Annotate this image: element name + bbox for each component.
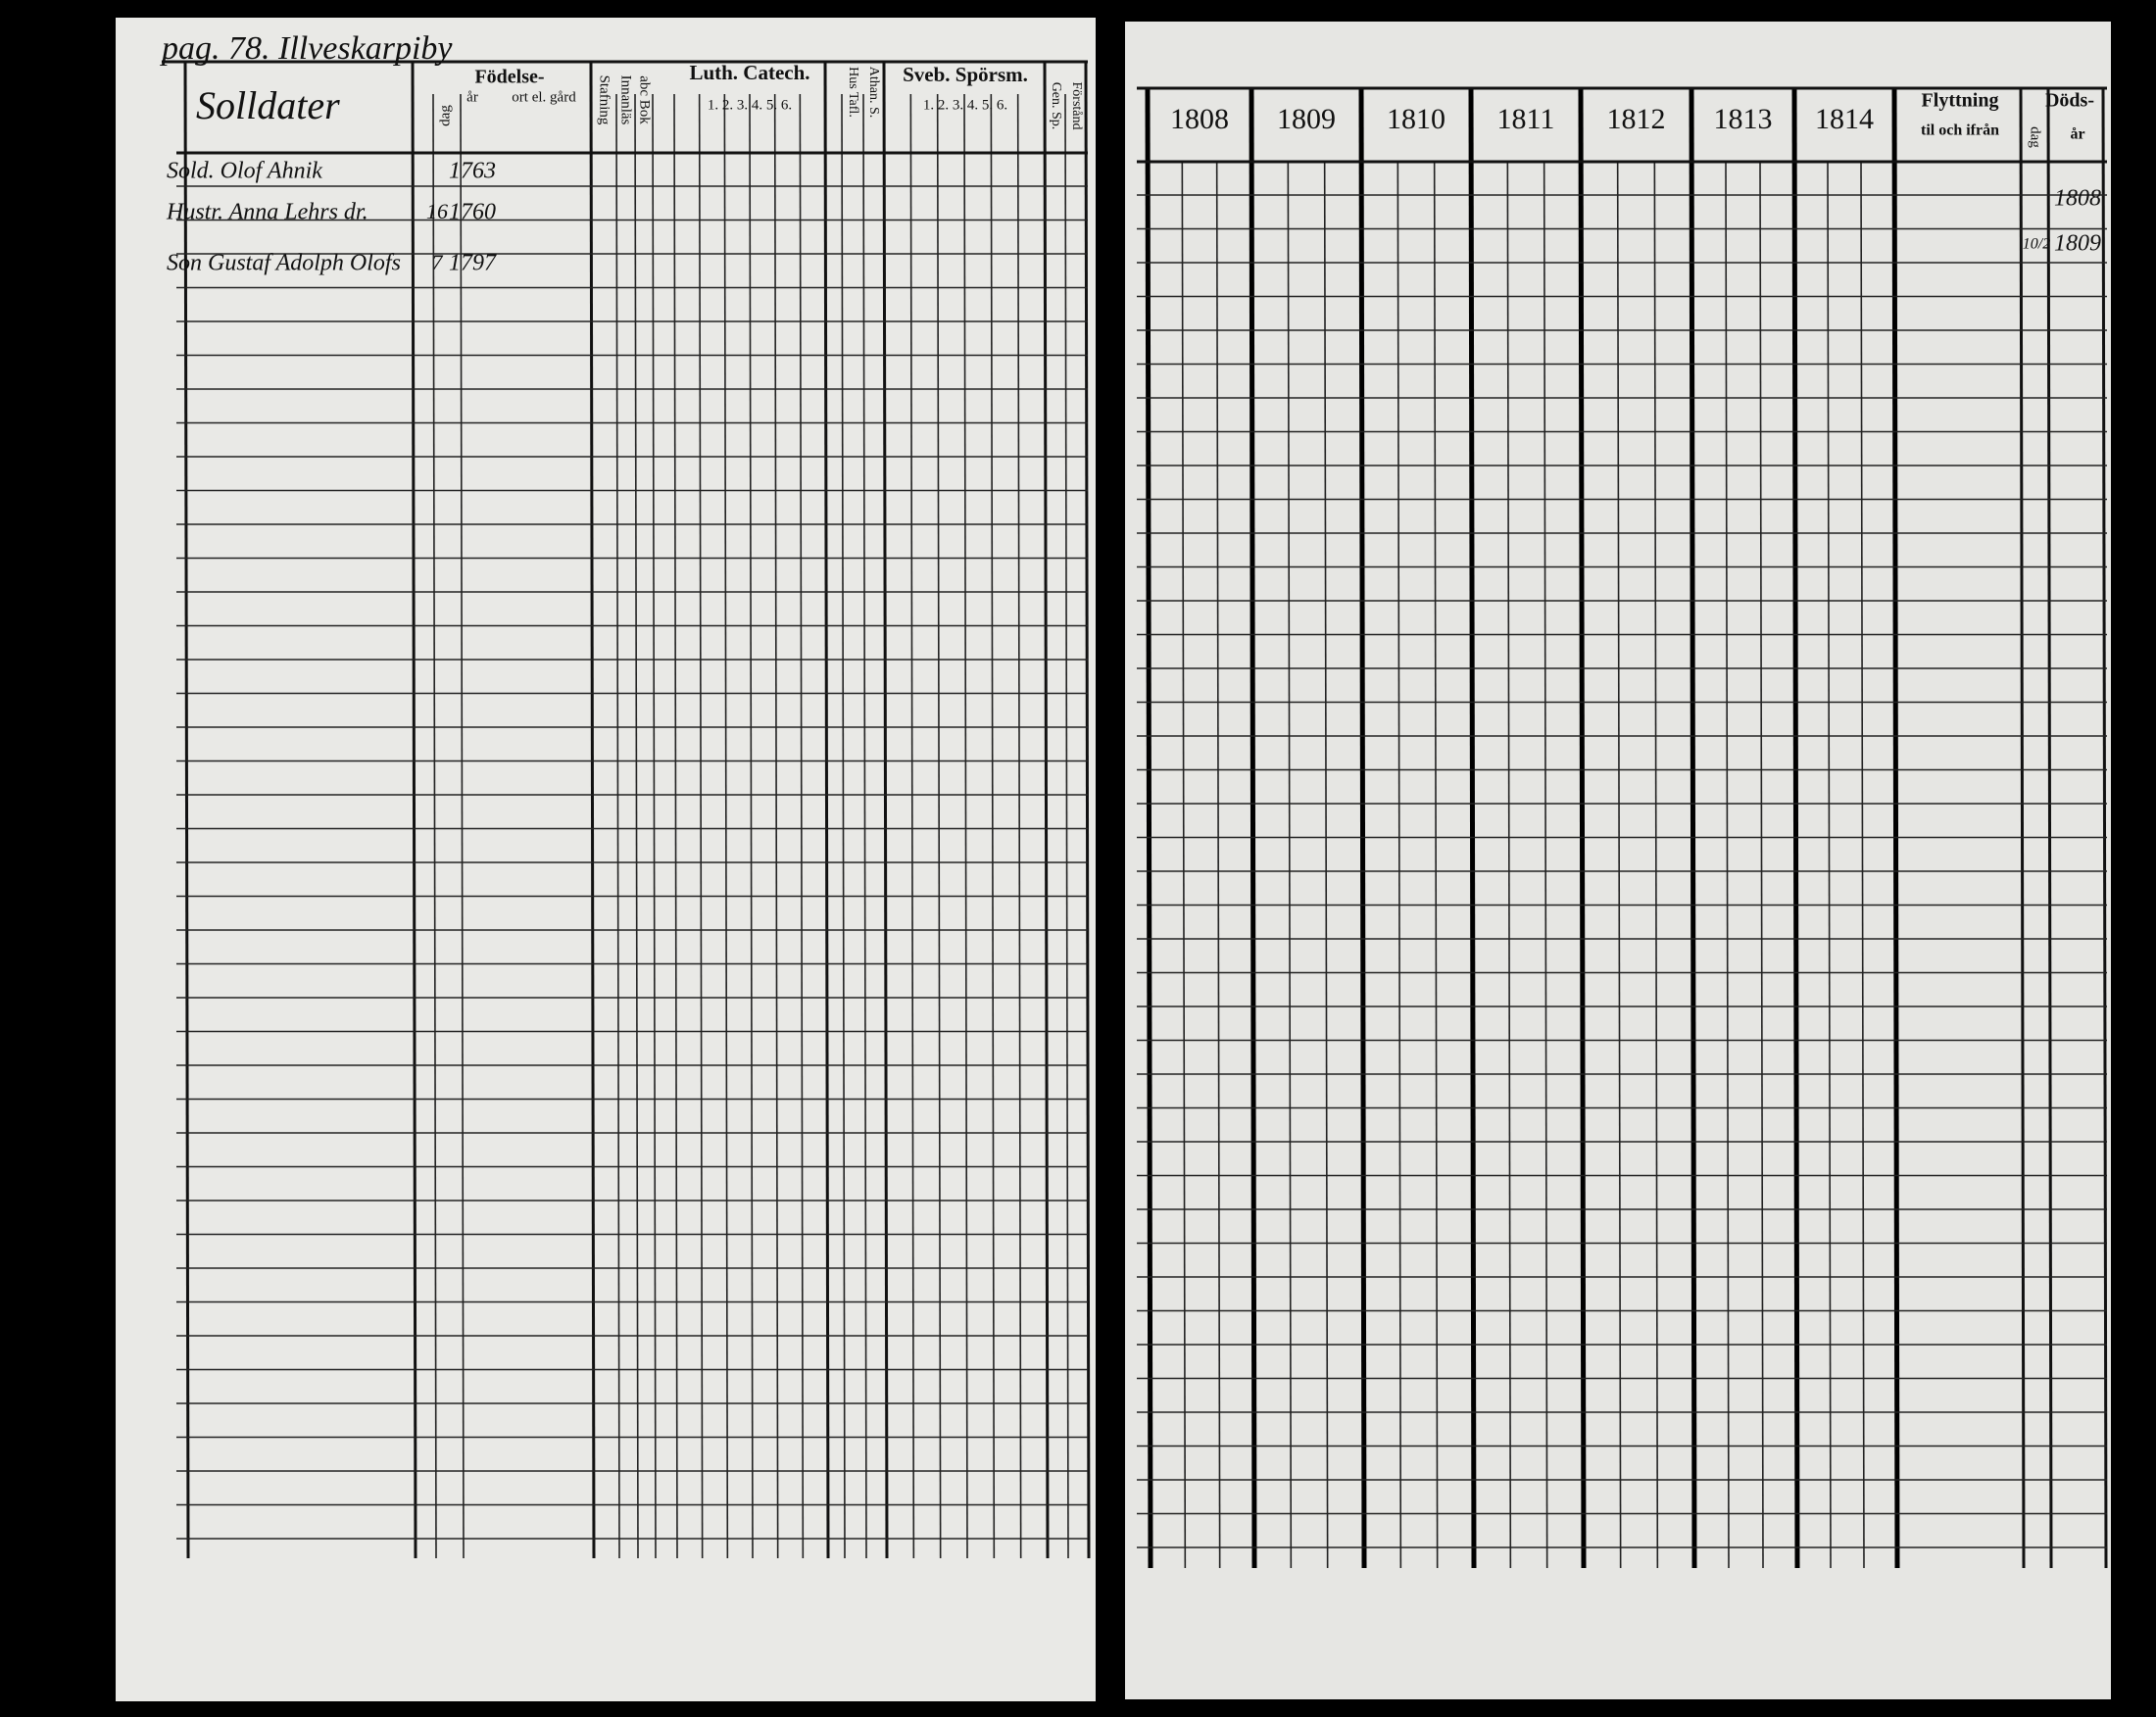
grid-line [799,93,805,1559]
grid-line [841,93,846,1559]
year-header: 1812 [1607,103,1666,135]
grid-line [1891,87,1900,1569]
grid-line [1653,161,1659,1569]
entry-year: 1760 [449,200,496,225]
year-header: 1813 [1714,103,1773,135]
grid-line [1725,161,1730,1569]
grid-line [589,61,596,1559]
col-death: Döds- [2045,90,2094,112]
grid-line [1759,161,1764,1569]
page-header: pag. 78. Illveskarpiby [160,30,453,67]
grid-line [1181,161,1187,1569]
section-title: Solldater [196,83,340,127]
grid-line [1506,161,1512,1569]
col-luth: Luth. Catech. [689,61,809,84]
entry-name: Sold. Olof Ahnik [167,159,322,184]
grid-line [823,61,830,1559]
grid-line [723,93,729,1559]
grid-line [652,93,657,1559]
grid-line [1578,87,1587,1569]
col-hus: Hus Tafl. [846,67,860,118]
grid-line [183,61,190,1559]
grid-line [2101,87,2108,1569]
col-abc: abc Bok [637,75,653,124]
col-death-day: dag [2028,126,2043,148]
col-moving-sub: til och ifrån [1921,123,1999,139]
grid-line [882,61,889,1559]
grid-line [1791,87,1800,1569]
grid-line [1358,87,1367,1569]
grid [162,60,2108,1569]
entry-year: 1797 [449,251,497,276]
grid-line [909,93,915,1559]
col-athan: Athan. S. [866,67,881,119]
grid-line [411,61,417,1559]
grid-line [1860,161,1865,1569]
grid-line [1016,93,1022,1559]
grid-line [2019,87,2026,1569]
col-forstand: Förstånd [1069,82,1084,130]
grid-line [1323,161,1329,1569]
grid-line [1433,161,1439,1569]
col-spelling: Stafning [597,75,612,125]
entry-name: Son Gustaf Adolph Olofs [167,251,401,276]
col-day: dag [437,105,453,126]
death-entries: 1808 10/2 1809 [2023,186,2101,257]
grid-line [749,93,754,1559]
entry-year: 1763 [449,159,496,184]
col-reading: Innanläs [618,75,634,125]
year-headers: 1808 1809 1810 1811 1812 1813 1814 [1170,103,1874,135]
col-death-year: år [2070,126,2084,143]
grid-line [862,93,867,1559]
col-birth: Födelse- [474,67,544,88]
grid-line [1215,161,1221,1569]
death-day: 10/2 [2023,236,2050,253]
grid-line [1827,161,1832,1569]
grid-line [460,93,465,1559]
grid-line [1396,161,1402,1569]
entry-day: 16 [426,199,448,223]
col-gen: Gen. Sp. [1049,82,1063,130]
grid-line [432,93,437,1559]
grid-line [1064,93,1069,1559]
grid-line [1084,61,1091,1559]
grid-line [1689,87,1697,1569]
grid-line [1616,161,1622,1569]
col-year: år [466,89,478,105]
grid-line [773,93,779,1559]
year-header: 1814 [1815,103,1874,135]
entry-name: Hustr. Anna Lehrs dr. [166,200,368,225]
entries: Sold. Olof Ahnik 1763 Hustr. Anna Lehrs dr… [166,159,497,276]
col-sveb: Sveb. Spörsm. [903,63,1028,86]
grid-line [698,93,704,1559]
grid-line [1145,87,1153,1569]
grid-line [1543,161,1548,1569]
grid-line [1468,87,1477,1569]
grid-line [963,93,968,1559]
col-place: ort el. gård [512,89,576,105]
grid-line [615,93,620,1559]
grid-line [1287,161,1293,1569]
grid-line [936,93,942,1559]
grid-line [634,93,639,1559]
grid-line [2046,87,2053,1569]
col-sveb-parts: 1. 2. 3. 4. 5. 6. [923,97,1007,113]
entry-day: 7 [432,250,444,274]
col-moving: Flyttning [1922,90,1999,112]
death-year: 1808 [2054,186,2101,212]
death-year: 1809 [2054,231,2101,257]
year-header: 1810 [1387,103,1446,135]
left-page [116,18,1096,1701]
grid-line [1043,61,1050,1559]
grid-line [990,93,996,1559]
year-header: 1811 [1497,103,1555,135]
col-luth-parts: 1. 2. 3. 4. 5. 6. [708,97,792,113]
grid-line [1249,87,1257,1569]
year-header: 1809 [1277,103,1336,135]
grid-line [673,93,678,1559]
year-header: 1808 [1170,103,1229,135]
